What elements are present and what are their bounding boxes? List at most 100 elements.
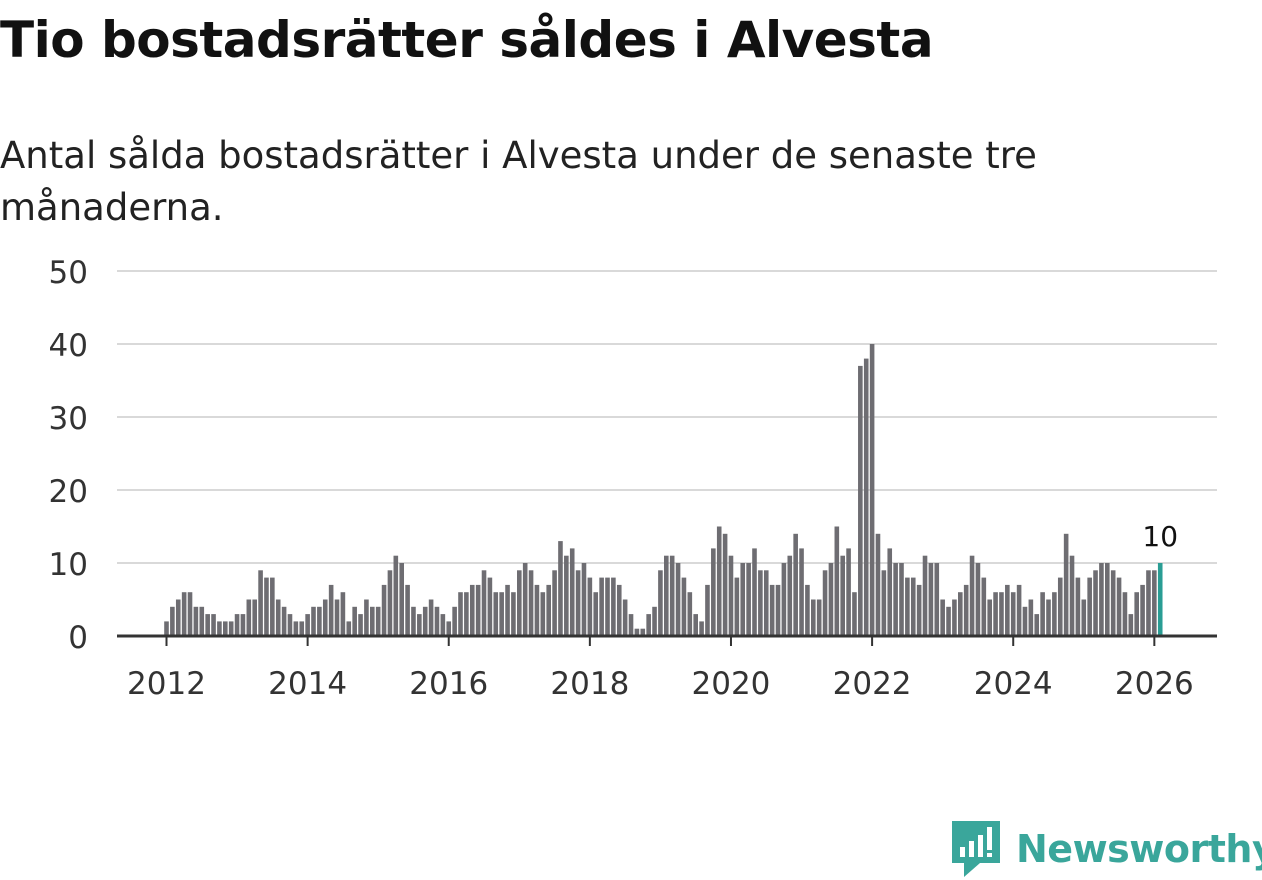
x-tick-label: 2024: [974, 666, 1053, 702]
bar: [464, 592, 469, 636]
bar: [893, 563, 898, 636]
bar: [599, 577, 604, 636]
bar: [299, 621, 305, 636]
bar: [223, 621, 228, 636]
bar: [646, 614, 651, 636]
bar: [722, 533, 728, 636]
x-tick-label: 2022: [833, 666, 912, 702]
bar: [963, 584, 969, 636]
bar: [352, 606, 357, 636]
bar: [164, 621, 169, 636]
bar: [1028, 599, 1034, 636]
bar: [910, 577, 916, 636]
bar: [1046, 599, 1051, 636]
bar: [652, 606, 657, 636]
bar: [975, 563, 981, 636]
x-tick-label: 2018: [550, 666, 629, 702]
bar: [546, 584, 551, 636]
bar: [716, 526, 722, 636]
bar: [258, 570, 263, 636]
bar: [793, 533, 798, 636]
bar: [1110, 570, 1116, 636]
bar: [611, 577, 616, 636]
bar: [781, 563, 787, 636]
bar: [252, 599, 257, 636]
bar: [440, 614, 446, 636]
bar: [905, 577, 910, 636]
bar: [317, 606, 322, 636]
bar: [205, 614, 210, 636]
bar: [1116, 577, 1122, 636]
bar: [1016, 584, 1022, 636]
bar: [1005, 584, 1010, 636]
bar: [228, 621, 234, 636]
bar: [434, 606, 440, 636]
bar: [1087, 577, 1092, 636]
bar: [211, 614, 216, 636]
bar: [928, 563, 934, 636]
bar: [916, 584, 922, 636]
bar: [217, 621, 222, 636]
bar: [399, 563, 404, 636]
bar: [552, 570, 557, 636]
bar: [799, 548, 804, 636]
bar: [505, 584, 510, 636]
bar: [446, 621, 452, 636]
bar: [558, 541, 563, 636]
bar: [293, 621, 299, 636]
bar: [187, 592, 193, 636]
bar: [1128, 614, 1134, 636]
bar: [769, 584, 775, 636]
x-tick-label: 2012: [127, 666, 206, 702]
bar: [193, 606, 199, 636]
bar: [852, 592, 857, 636]
bar: [1022, 606, 1028, 636]
bar: [981, 577, 987, 636]
y-tick-label: 10: [49, 547, 88, 583]
bar-latest: [1157, 563, 1163, 636]
bar: [340, 592, 346, 636]
bar: [375, 606, 381, 636]
x-tick-label: 2016: [409, 666, 488, 702]
bar: [487, 577, 493, 636]
y-tick-label: 20: [49, 474, 88, 510]
annotations: 10: [1142, 520, 1178, 553]
bar: [493, 592, 499, 636]
bar: [634, 628, 640, 636]
bar: [381, 584, 387, 636]
brand-logo: Newsworthy: [950, 818, 1262, 880]
bar: [305, 614, 310, 636]
bar: [405, 584, 410, 636]
bar: [458, 592, 463, 636]
bar: [322, 599, 328, 636]
bar: [987, 599, 992, 636]
bar: [534, 584, 540, 636]
bar: [1034, 614, 1040, 636]
x-tick-label: 2014: [268, 666, 347, 702]
bar: [828, 563, 834, 636]
bar: [734, 577, 740, 636]
x-tick-label: 2026: [1115, 666, 1194, 702]
bar: [1152, 570, 1157, 636]
bar: [287, 614, 293, 636]
bar: [499, 592, 504, 636]
y-tick-label: 0: [68, 620, 88, 656]
bar: [952, 599, 957, 636]
bar: [705, 584, 710, 636]
bar: [616, 584, 622, 636]
bar: [393, 555, 399, 636]
bar: [605, 577, 610, 636]
bar: [581, 563, 587, 636]
bar: [746, 563, 751, 636]
bar: [934, 563, 940, 636]
bar: [669, 555, 675, 636]
bar: [811, 599, 816, 636]
bar: [628, 614, 634, 636]
bar: [681, 577, 687, 636]
bar: [881, 570, 887, 636]
bar: [687, 592, 693, 636]
bar: [940, 599, 945, 636]
bar: [469, 584, 475, 636]
bar: [869, 344, 875, 636]
bar: [240, 614, 246, 636]
